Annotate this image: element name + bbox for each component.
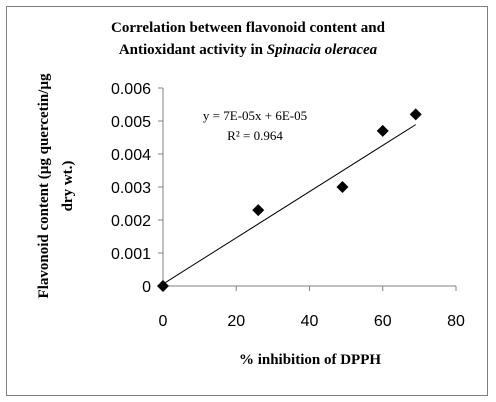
- y-tick-label: 0.005: [111, 114, 151, 131]
- y-tick-label: 0.006: [111, 81, 151, 98]
- data-point-marker: [376, 124, 389, 137]
- y-axis-label: Flavonoid content (µg quercetin/µg dry w…: [36, 73, 76, 298]
- data-point-marker: [336, 181, 349, 193]
- trendline-equation: y = 7E-05x + 6E-05: [203, 108, 307, 123]
- chart-title-line1: Correlation between flavonoid content an…: [111, 20, 386, 36]
- chart-area: [6, 6, 488, 396]
- x-tick-label: 60: [374, 313, 392, 330]
- x-tick-label: 80: [447, 313, 465, 330]
- y-tick-label: 0.004: [111, 147, 151, 164]
- x-tick-label: 0: [159, 313, 168, 330]
- x-tick-labels: 0 20 40 60 80: [159, 313, 465, 330]
- x-axis-label: % inhibition of DPPH: [239, 352, 381, 368]
- data-point-marker: [409, 108, 422, 121]
- y-tick-label: 0: [142, 279, 151, 296]
- chart-title-plain: Antioxidant activity in: [119, 42, 267, 58]
- y-tick-label: 0.001: [111, 246, 151, 263]
- x-tick-label: 20: [227, 313, 245, 330]
- y-axis-label-line1: Flavonoid content (µg quercetin/µg: [36, 73, 52, 298]
- chart-title-species: Spinacia oleracea: [267, 42, 378, 58]
- data-point-marker: [157, 280, 169, 292]
- chart-title-line2: Antioxidant activity in Spinacia olerace…: [119, 42, 378, 58]
- data-points: [157, 108, 422, 292]
- data-point-marker: [252, 204, 265, 217]
- y-tick-labels: 0 0.001 0.002 0.003 0.004 0.005 0.006: [111, 81, 151, 296]
- y-axis-label-line2: dry wt.): [60, 161, 76, 212]
- trendline-r-squared: R² = 0.964: [227, 128, 283, 143]
- y-tick-label: 0.003: [111, 180, 151, 197]
- y-tick-label: 0.002: [111, 213, 151, 230]
- trendline-line: [162, 124, 416, 285]
- trendline: [162, 124, 416, 285]
- x-tick-label: 40: [301, 313, 319, 330]
